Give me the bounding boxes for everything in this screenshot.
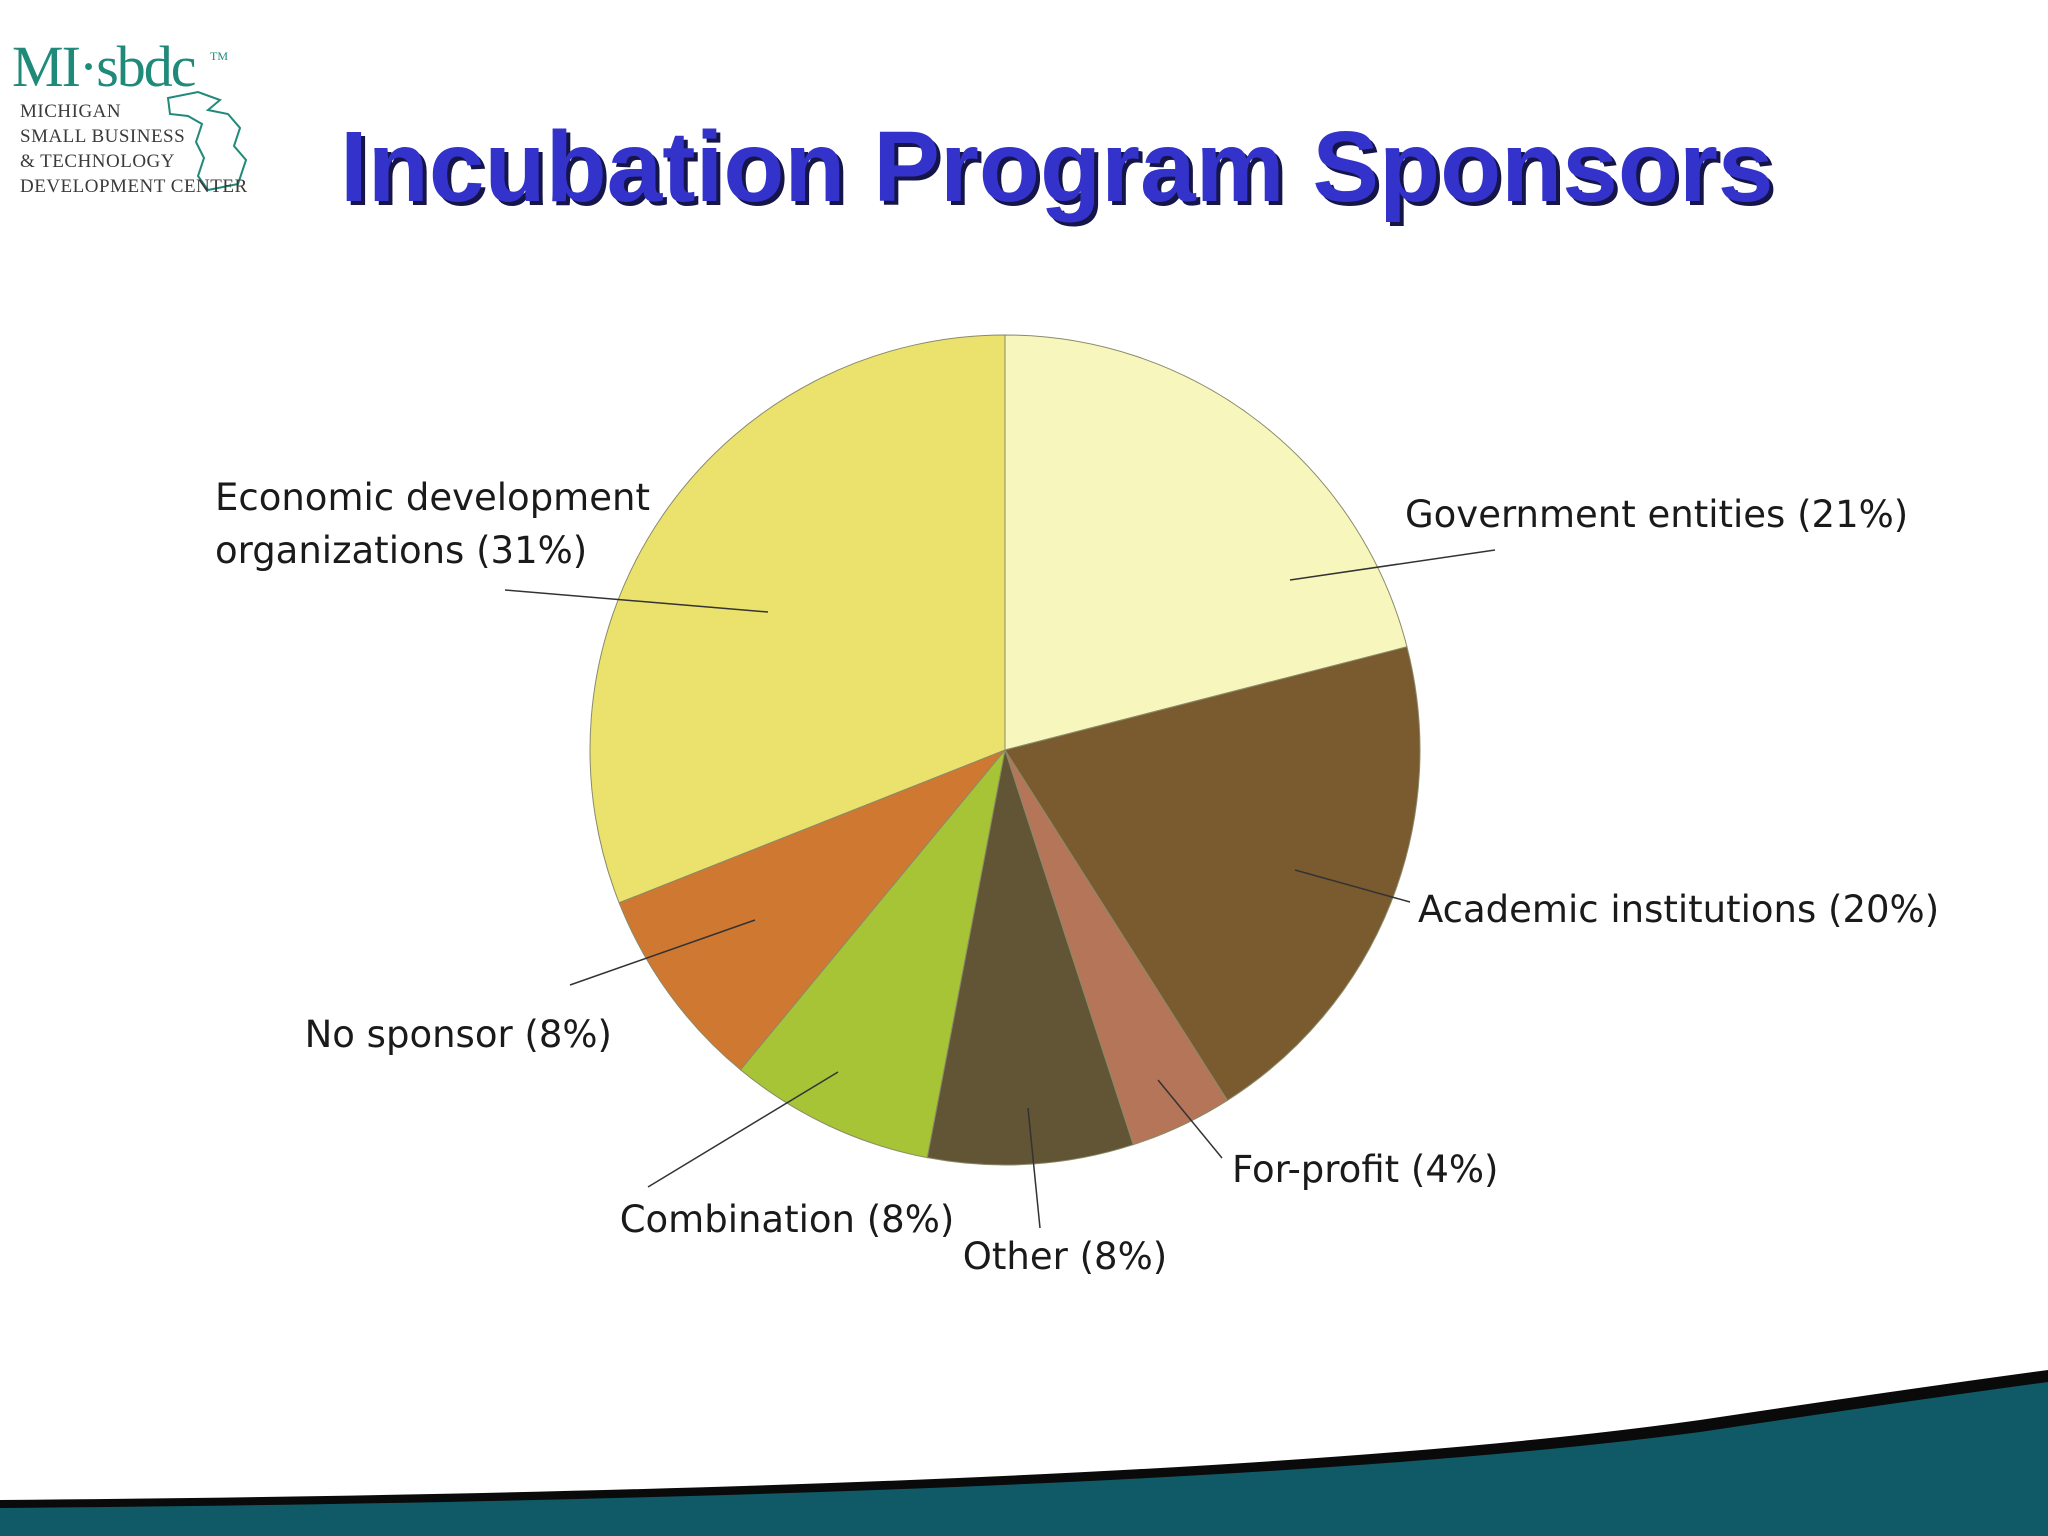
logo-line-3: & TECHNOLOGY [20,151,176,172]
pie-slices [589,334,1421,1166]
logo-line-2: SMALL BUSINESS [20,126,186,147]
logo-mark: MI·sbdc TM [12,34,228,99]
leader-line-academic-institutions [1294,869,1411,903]
leader-line-for-profit [1157,1079,1223,1159]
footer-swoosh-band [0,1382,2048,1536]
pie-label-other: Other (8%) [963,1235,1167,1278]
pie-slice-no-sponsor [618,749,1006,1071]
logo-line-1: MICHIGAN [20,101,122,122]
pie-label-combination: Combination (8%) [620,1198,955,1241]
logo-trademark: TM [210,49,228,63]
page-title: Incubation Program Sponsors [340,111,1774,223]
pie-slice-economic-development-organizations [589,334,1006,904]
pie-slice-academic-institutions [1004,646,1421,1102]
pie-label-government-entities: Government entities (21%) [1405,493,1908,536]
pie-leader-lines [504,549,1496,1229]
logo: MI·sbdc TM MICHIGAN SMALL BUSINESS & TEC… [8,8,273,203]
pie-label-economic-development-organizations-line-2: organizations (31%) [215,529,587,572]
leader-line-other [1027,1107,1041,1229]
leader-line-economic-development-organizations [504,589,769,613]
pie-label-for-profit: For-profit (4%) [1232,1148,1498,1191]
pie-label-no-sponsor: No sponsor (8%) [305,1013,612,1056]
logo-mark-text: MI·sbdc [12,34,195,99]
pie-slice-government-entities [1004,334,1408,751]
michigan-outline-icon [166,90,248,192]
pie-label-academic-institutions: Academic institutions (20%) [1418,888,1939,931]
leader-line-combination [647,1071,839,1188]
leader-line-no-sponsor [569,919,756,986]
leader-line-government-entities [1289,549,1496,581]
pie-label-economic-development-organizations-line-1: Economic development [215,476,650,519]
pie-slice-combination [739,749,1006,1159]
logo-line-4: DEVELOPMENT CENTER [20,176,248,197]
pie-labels: Government entities (21%) Academic instit… [215,476,1939,1278]
footer-swoosh [0,1370,2048,1536]
pie-slice-other [926,749,1134,1166]
